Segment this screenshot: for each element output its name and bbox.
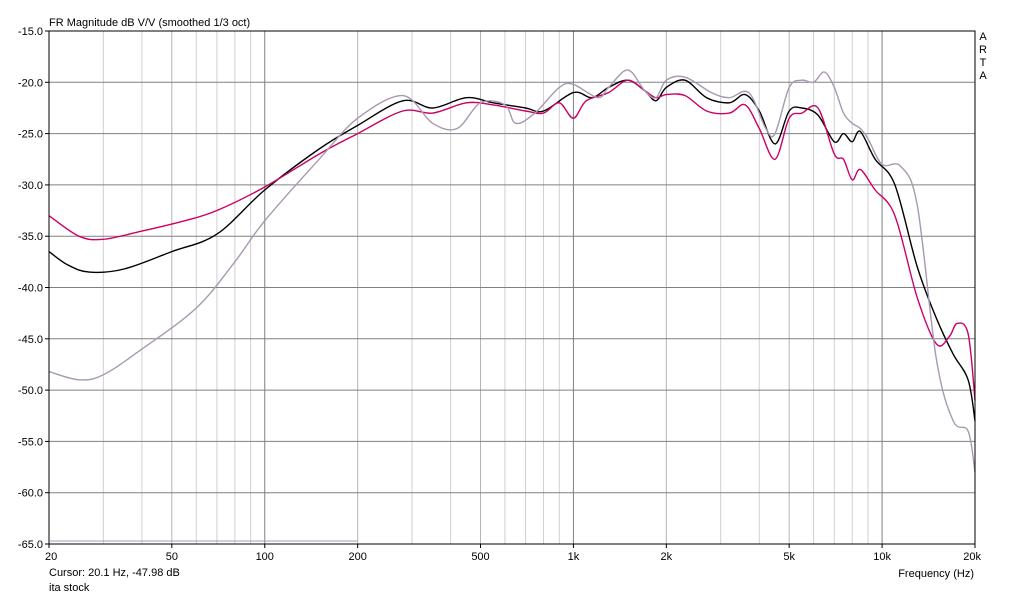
y-tick-label: -50.0 [18,385,43,397]
x-tick-label: 20 [45,551,57,563]
side-label-letter: R [979,44,987,56]
y-tick-label: -60.0 [18,488,43,500]
y-tick-label: -55.0 [18,436,43,448]
y-tick-label: -45.0 [18,334,43,346]
chart-caption: ita stock [49,582,90,594]
y-tick-label: -30.0 [18,180,43,192]
side-label-letter: A [979,70,987,82]
x-tick-label: 5k [783,551,795,563]
y-tick-label: -40.0 [18,283,43,295]
side-label-letter: A [979,31,987,43]
x-tick-label: 10k [873,551,891,563]
y-tick-label: -20.0 [18,77,43,89]
x-tick-label: 2k [661,551,673,563]
series-line-3 [48,69,976,473]
x-tick-label: 20k [963,551,981,563]
y-tick-label: -65.0 [18,539,43,551]
x-tick-label: 200 [348,551,366,563]
cursor-readout: Cursor: 20.1 Hz, -47.98 dB [49,567,180,579]
series-line-2 [48,79,976,401]
y-tick-label: -35.0 [18,231,43,243]
y-tick-label: -25.0 [18,129,43,141]
x-tick-label: 50 [166,551,178,563]
y-axis: -15.0 -20.0 -25.0 -30.0 -35.0 -40.0 -45.0 -50.0… [18,26,49,551]
chart-title: FR Magnitude dB V/V (smoothed 1/3 oct) [49,17,250,29]
series-line-1 [48,79,976,422]
x-axis: 20 50 100 200 500 1k 2k 5k 10k 20k [45,544,981,563]
x-tick-label: 500 [471,551,489,563]
y-tick-label: -15.0 [18,26,43,38]
side-label-letter: T [979,57,987,69]
series-group [48,69,976,542]
x-tick-label: 100 [256,551,274,563]
plot-frame [48,30,976,545]
x-tick-label: 1k [568,551,580,563]
x-axis-label: Frequency (Hz) [898,568,974,580]
